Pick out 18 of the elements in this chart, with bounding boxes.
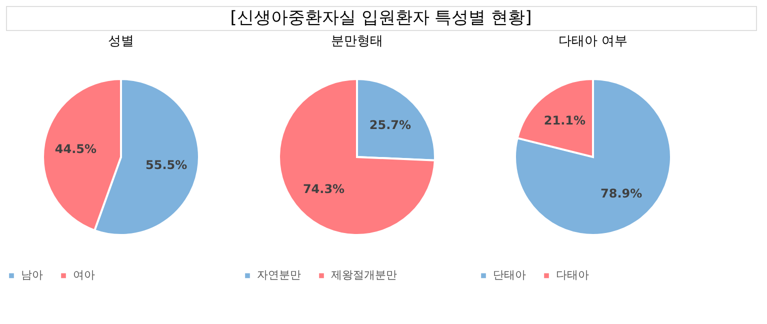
data-label: 74.3% bbox=[302, 182, 345, 196]
legend-label: 자연분만 bbox=[257, 268, 301, 282]
chart-subtitle: 다태아 여부 bbox=[558, 34, 628, 49]
chart-subtitle: 분만형태 bbox=[331, 34, 383, 49]
legend-label: 여아 bbox=[73, 268, 95, 282]
text: [신생아중환자실 입원환자 특성별 현황] bbox=[230, 8, 532, 28]
data-label: 55.5% bbox=[145, 158, 188, 172]
legend-label: 제왕절개분만 bbox=[331, 268, 397, 282]
data-label: 44.5% bbox=[54, 142, 97, 156]
legend-label: 남아 bbox=[21, 268, 43, 282]
data-label: 21.1% bbox=[544, 114, 586, 128]
legend-label: 다태아 bbox=[556, 268, 589, 282]
pie-slice bbox=[278, 78, 436, 236]
pie-slice bbox=[514, 78, 672, 236]
legend-label: 단태아 bbox=[493, 268, 526, 282]
data-label: 25.7% bbox=[369, 118, 412, 132]
chart-subtitle: 성별 bbox=[108, 34, 134, 49]
data-label: 78.9% bbox=[600, 186, 642, 200]
